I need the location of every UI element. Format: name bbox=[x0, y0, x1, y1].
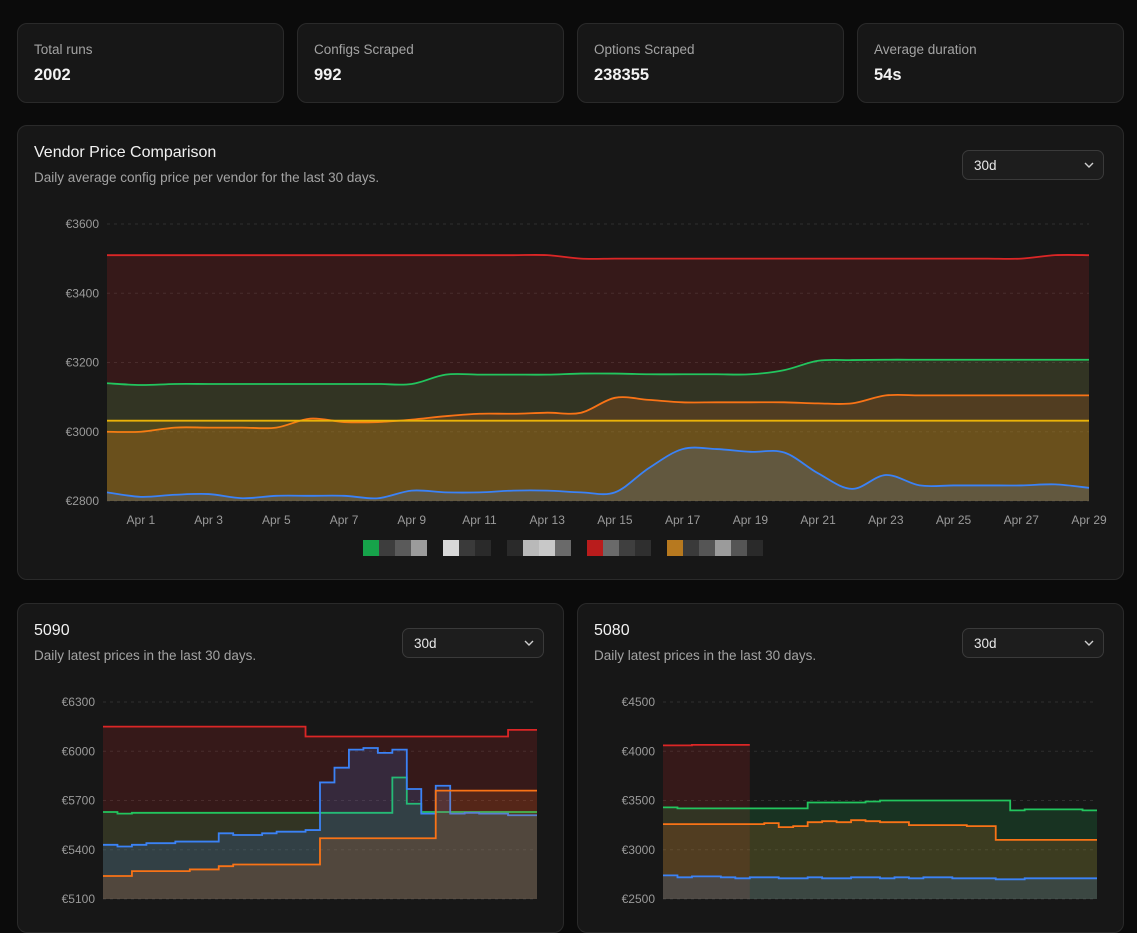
y-tick-label: €5400 bbox=[62, 843, 96, 857]
stat-value: 238355 bbox=[594, 66, 649, 85]
vendor-price-card: Vendor Price Comparison Daily average co… bbox=[17, 125, 1124, 580]
x-tick-label: Apr 1 bbox=[127, 513, 156, 527]
x-tick-label: Apr 25 bbox=[936, 513, 972, 527]
legend-swatch bbox=[363, 540, 379, 556]
legend-swatch bbox=[523, 540, 539, 556]
y-tick-label: €5700 bbox=[62, 794, 96, 808]
x-tick-label: Apr 29 bbox=[1071, 513, 1107, 527]
legend-item[interactable] bbox=[667, 540, 763, 556]
stat-card-average-duration: Average duration 54s bbox=[857, 23, 1124, 103]
stat-card-options-scraped: Options Scraped 238355 bbox=[577, 23, 844, 103]
legend-item[interactable] bbox=[363, 540, 427, 556]
chart-legend bbox=[363, 540, 763, 556]
legend-swatch bbox=[667, 540, 683, 556]
gpu-5080-card: 5080 Daily latest prices in the last 30 … bbox=[577, 603, 1124, 933]
stat-label: Options Scraped bbox=[594, 42, 695, 57]
x-tick-label: Apr 15 bbox=[597, 513, 633, 527]
stat-label: Configs Scraped bbox=[314, 42, 414, 57]
y-tick-label: €3200 bbox=[66, 356, 100, 370]
stat-value: 992 bbox=[314, 66, 342, 85]
y-tick-label: €2500 bbox=[622, 892, 656, 906]
stat-label: Average duration bbox=[874, 42, 977, 57]
legend-swatch bbox=[587, 540, 603, 556]
y-tick-label: €4000 bbox=[622, 744, 656, 758]
gpu-5090-card: 5090 Daily latest prices in the last 30 … bbox=[17, 603, 564, 933]
stat-label: Total runs bbox=[34, 42, 93, 57]
x-tick-label: Apr 7 bbox=[330, 513, 359, 527]
stat-value: 2002 bbox=[34, 66, 71, 85]
y-tick-label: €3000 bbox=[622, 843, 656, 857]
price-chart-5080: €2500 €3000 €3500 €4000 €4500 bbox=[578, 604, 1123, 914]
x-tick-label: Apr 23 bbox=[868, 513, 904, 527]
x-tick-label: Apr 21 bbox=[800, 513, 836, 527]
y-tick-label: €5100 bbox=[62, 892, 96, 906]
x-tick-label: Apr 9 bbox=[397, 513, 426, 527]
stat-card-total-runs: Total runs 2002 bbox=[17, 23, 284, 103]
y-tick-label: €6300 bbox=[62, 695, 96, 709]
y-tick-label: €3000 bbox=[66, 425, 100, 439]
legend-swatch bbox=[443, 540, 459, 556]
x-tick-label: Apr 17 bbox=[665, 513, 701, 527]
price-chart-5090: €5100 €5400 €5700 €6000 €6300 bbox=[18, 604, 563, 914]
x-tick-label: Apr 11 bbox=[462, 513, 497, 527]
y-tick-label: €3600 bbox=[66, 217, 100, 231]
y-tick-label: €3400 bbox=[66, 286, 100, 300]
y-tick-label: €4500 bbox=[622, 695, 656, 709]
y-tick-label: €2800 bbox=[66, 494, 100, 508]
x-tick-label: Apr 19 bbox=[733, 513, 769, 527]
x-tick-label: Apr 13 bbox=[530, 513, 566, 527]
legend-item[interactable] bbox=[443, 540, 491, 556]
y-tick-label: €6000 bbox=[62, 744, 96, 758]
x-tick-label: Apr 3 bbox=[194, 513, 223, 527]
stat-card-configs-scraped: Configs Scraped 992 bbox=[297, 23, 564, 103]
vendor-price-chart: €2800 €3000 €3200 €3400 €3600 Apr 1 Apr 3 Apr 5… bbox=[18, 126, 1123, 546]
stat-value: 54s bbox=[874, 66, 902, 85]
x-tick-label: Apr 27 bbox=[1004, 513, 1040, 527]
y-tick-label: €3500 bbox=[622, 794, 656, 808]
legend-item[interactable] bbox=[587, 540, 651, 556]
legend-item[interactable] bbox=[507, 540, 571, 556]
x-tick-label: Apr 5 bbox=[262, 513, 291, 527]
